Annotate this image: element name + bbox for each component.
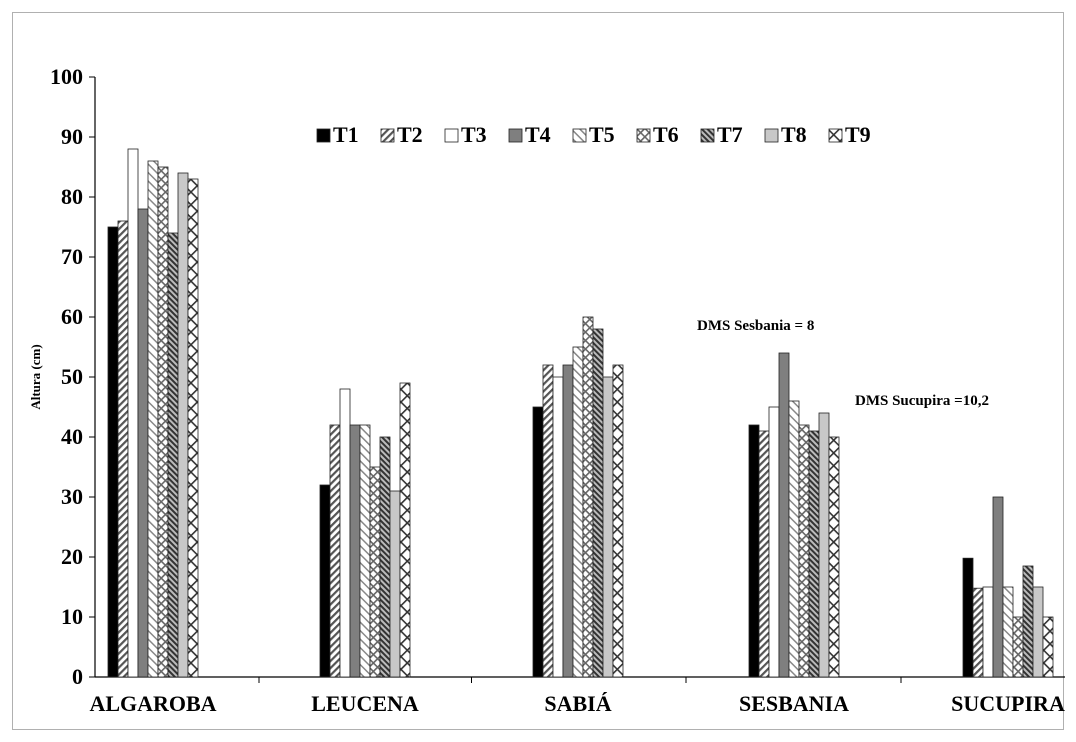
labels: 0 10 20 30 40 50 60 70 80 90 100 ALGAROBA LEUCENA SAB… [28,64,1065,716]
bar-t5-leucena [359,424,371,678]
legend-label-t3: T3 [461,122,487,147]
legend-swatch-t4 [508,128,523,143]
bar-t1-algaroba [107,226,119,678]
bar-t4-sesbania [778,352,790,678]
bar-t6-algaroba [157,166,169,678]
y-axis-label: Altura (cm) [28,344,43,409]
bar-t8-sabiá [602,376,614,678]
bar-t3-leucena [339,388,351,678]
bar-t1-sesbania [748,424,760,678]
bar-t1-leucena [319,484,331,678]
bar-t6-sucupira [1012,616,1024,678]
legend-label-t1: T1 [333,122,359,147]
legend-swatch-t2 [380,128,395,143]
legend-label-t4: T4 [525,122,551,147]
bar-t5-algaroba [147,160,159,678]
legend-swatch-t3 [444,128,459,143]
bar-t6-sabiá [582,316,594,678]
bar-t2-sabiá [542,364,554,678]
legend: T1 T2 T3 T4 T5 T6 T7 T8 T9 [316,122,871,147]
legend-label-t7: T7 [717,122,743,147]
y-tick-label: 10 [61,604,83,629]
bar-t3-sabiá [552,376,564,678]
bar-t4-sucupira [992,496,1004,678]
x-category-label: SABIÁ [544,691,611,716]
bar-t5-sesbania [788,400,800,678]
legend-swatch-t9 [828,128,843,143]
annotation-dms-sucupira: DMS Sucupira =10,2 [855,393,989,409]
legend-swatch-t1 [316,128,331,143]
bars [107,148,1054,678]
bar-t8-leucena [389,490,401,678]
x-category-label: LEUCENA [311,691,419,716]
bar-t7-sesbania [808,430,820,678]
bar-t3-sesbania [768,406,780,678]
y-tick-label: 70 [61,244,83,269]
legend-swatch-t8 [764,128,779,143]
bar-t2-algaroba [117,220,129,678]
y-tick-label: 50 [61,364,83,389]
bar-t4-sabiá [562,364,574,678]
legend-label-t2: T2 [397,122,423,147]
legend-swatch-t6 [636,128,651,143]
legend-label-t9: T9 [845,122,871,147]
bar-t7-algaroba [167,232,179,678]
legend-swatch-t5 [572,128,587,143]
y-tick-label: 20 [61,544,83,569]
y-tick-label: 100 [50,64,83,89]
y-tick-label: 80 [61,184,83,209]
bar-t2-sesbania [758,430,770,678]
bar-t8-sesbania [818,412,830,678]
bar-t9-algaroba [187,178,199,678]
legend-label-t6: T6 [653,122,679,147]
bar-t3-algaroba [127,148,139,678]
x-category-label: SESBANIA [739,691,849,716]
bar-t4-leucena [349,424,361,678]
x-category-label: SUCUPIRA [951,691,1065,716]
bar-t8-algaroba [177,172,189,678]
bar-t2-leucena [329,424,341,678]
bar-t3-sucupira [982,586,994,678]
bar-t7-sabiá [592,328,604,678]
bar-t8-sucupira [1032,586,1044,678]
bar-t4-algaroba [137,208,149,678]
legend-swatch-t7 [700,128,715,143]
bar-t6-sesbania [798,424,810,678]
bar-t1-sabiá [532,406,544,678]
legend-label-t5: T5 [589,122,615,147]
x-category-label: ALGAROBA [89,691,216,716]
bar-t5-sucupira [1002,586,1014,678]
y-tick-label: 40 [61,424,83,449]
annotation-dms-sesbania: DMS Sesbania = 8 [697,318,814,334]
bar-t7-sucupira [1022,565,1034,678]
bar-t9-leucena [399,382,411,678]
bar-t5-sabiá [572,346,584,678]
y-tick-label: 30 [61,484,83,509]
y-tick-label: 90 [61,124,83,149]
bar-t9-sucupira [1042,616,1054,678]
bar-t7-leucena [379,436,391,678]
bar-t9-sesbania [828,436,840,678]
y-tick-label: 0 [72,664,83,689]
bar-t2-sucupira [972,587,984,678]
bar-t1-sucupira [962,557,974,678]
y-tick-label: 60 [61,304,83,329]
chart-frame [12,12,1064,730]
bar-t9-sabiá [612,364,624,678]
legend-label-t8: T8 [781,122,807,147]
bar-t6-leucena [369,466,381,678]
